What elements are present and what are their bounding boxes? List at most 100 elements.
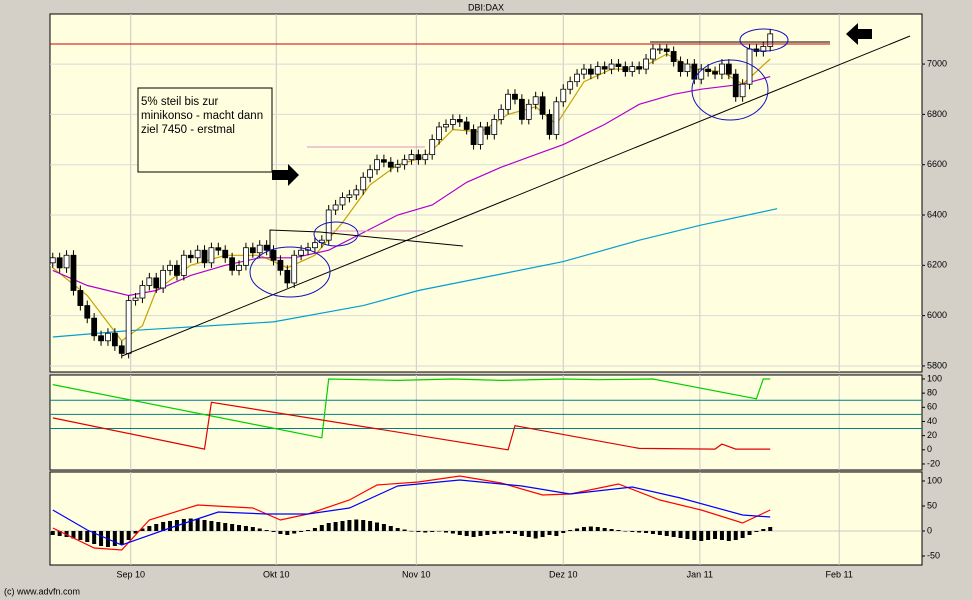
candle-body [767, 33, 774, 47]
candle-body [505, 93, 511, 110]
line-series [52, 401, 771, 451]
y-tick-label: -20 [927, 458, 940, 468]
candle-body [243, 247, 249, 266]
candle-body [463, 121, 470, 130]
histogram-bar [471, 531, 476, 537]
histogram-bar [650, 531, 655, 534]
candle-body [684, 63, 691, 73]
candle-body [125, 300, 132, 354]
histogram-bar [347, 520, 352, 531]
histogram-bar [616, 530, 621, 531]
histogram-bar [195, 519, 200, 531]
histogram-bar [588, 526, 593, 531]
candle-body [415, 154, 422, 161]
histogram-bar [747, 531, 752, 535]
y-tick-label: 80 [927, 388, 937, 398]
candle-body [180, 254, 187, 276]
note-text: minikonso - macht dann [141, 110, 263, 122]
histogram-bar [581, 527, 586, 531]
candle-body [291, 254, 298, 284]
histogram-bar [312, 528, 317, 531]
candle-body [656, 48, 663, 51]
histogram-bar [457, 531, 462, 535]
histogram-bar [354, 519, 359, 531]
y-tick-label: 100 [927, 475, 942, 485]
histogram-bar [243, 526, 248, 531]
histogram-bar [85, 531, 90, 542]
x-tick-label: Feb 11 [826, 569, 853, 579]
candle-body [270, 249, 277, 261]
histogram-bar [637, 531, 642, 533]
histogram-bar [740, 531, 745, 538]
x-tick-label: Nov 10 [402, 569, 431, 579]
histogram-bar [512, 531, 517, 534]
histogram-bar [402, 529, 407, 531]
candle-body [408, 154, 415, 161]
candle-body [615, 63, 622, 67]
histogram-bar [326, 523, 331, 531]
panel [49, 13, 923, 373]
histogram-bar [340, 521, 345, 531]
line-series [52, 76, 771, 297]
histogram-bar [250, 527, 255, 531]
flag-line [269, 229, 464, 258]
candle-body [532, 96, 539, 105]
histogram-bar [443, 531, 448, 533]
candle-body [215, 247, 222, 251]
x-tick-label: Jan 11 [687, 569, 713, 579]
x-tick-label: Sep 10 [116, 569, 145, 579]
note-text: 5% steil bis zur [141, 96, 219, 108]
y-tick-label: 6200 [927, 260, 947, 270]
candle-body [712, 71, 718, 75]
candle-body [298, 249, 305, 256]
histogram-bar [492, 531, 497, 534]
histogram-bar [333, 522, 338, 531]
histogram-bar [630, 531, 635, 532]
plot-area: 5800 6000 6200 6400 6600 6800 7000 100 80 60 40 20 0… [49, 13, 947, 579]
y-tick-label: 20 [927, 430, 937, 440]
candle-body [63, 254, 70, 269]
candle-body [98, 335, 104, 342]
histogram-bar [381, 524, 386, 531]
candle-body [49, 257, 56, 264]
candle-body [70, 254, 77, 291]
candle-body [312, 242, 318, 249]
histogram-bar [237, 525, 242, 531]
candle-body [367, 169, 374, 178]
histogram-bar [119, 531, 124, 545]
candle-body [194, 249, 201, 259]
histogram-bar [112, 531, 117, 546]
y-tick-label: 0 [927, 525, 932, 535]
highlight-ellipse [249, 246, 331, 298]
histogram-bar [99, 531, 104, 546]
histogram-bar [57, 531, 62, 536]
candle-body [553, 101, 560, 135]
line-series [52, 378, 771, 439]
candle-body [139, 285, 146, 299]
arrow [846, 23, 872, 45]
candle-body [187, 254, 194, 259]
candle-body [594, 66, 601, 75]
candle-body [574, 73, 580, 83]
histogram-bar [375, 522, 379, 531]
histogram-bar [519, 531, 524, 536]
histogram-bar [506, 531, 511, 533]
x-tick-label: Okt 10 [263, 569, 290, 579]
candle-body [705, 68, 712, 73]
candle-body [518, 98, 525, 120]
histogram-bar [126, 531, 131, 540]
candle-body [91, 317, 98, 337]
candle-body [84, 305, 91, 319]
line-series [52, 208, 778, 338]
candle-body [346, 194, 353, 198]
histogram-bar [699, 531, 704, 541]
histogram-bar [692, 531, 697, 540]
candle-body [677, 61, 684, 73]
y-tick-label: 6600 [927, 159, 947, 169]
histogram-bar [78, 531, 83, 540]
candle-body [208, 247, 215, 264]
note-box [137, 87, 273, 173]
histogram-bar [140, 528, 145, 531]
candle-body [77, 290, 84, 306]
